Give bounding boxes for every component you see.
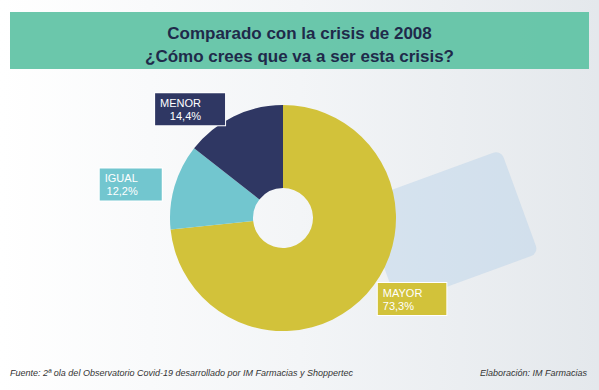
svg-text:12,2%: 12,2% — [107, 185, 138, 197]
svg-text:14,4%: 14,4% — [170, 110, 201, 122]
svg-text:Elaboración: IM Farmacias: Elaboración: IM Farmacias — [480, 368, 588, 378]
svg-text:MENOR: MENOR — [160, 97, 201, 109]
svg-text:Fuente: 2ª ola del Observatori: Fuente: 2ª ola del Observatorio Covid-19… — [10, 368, 353, 378]
svg-text:IGUAL: IGUAL — [105, 172, 138, 184]
svg-text:Comparado con la crisis de 200: Comparado con la crisis de 2008 — [167, 24, 432, 43]
svg-text:73,3%: 73,3% — [383, 300, 414, 312]
svg-text:MAYOR: MAYOR — [383, 287, 423, 299]
svg-text:¿Cómo crees que va a ser esta: ¿Cómo crees que va a ser esta crisis? — [145, 47, 454, 66]
